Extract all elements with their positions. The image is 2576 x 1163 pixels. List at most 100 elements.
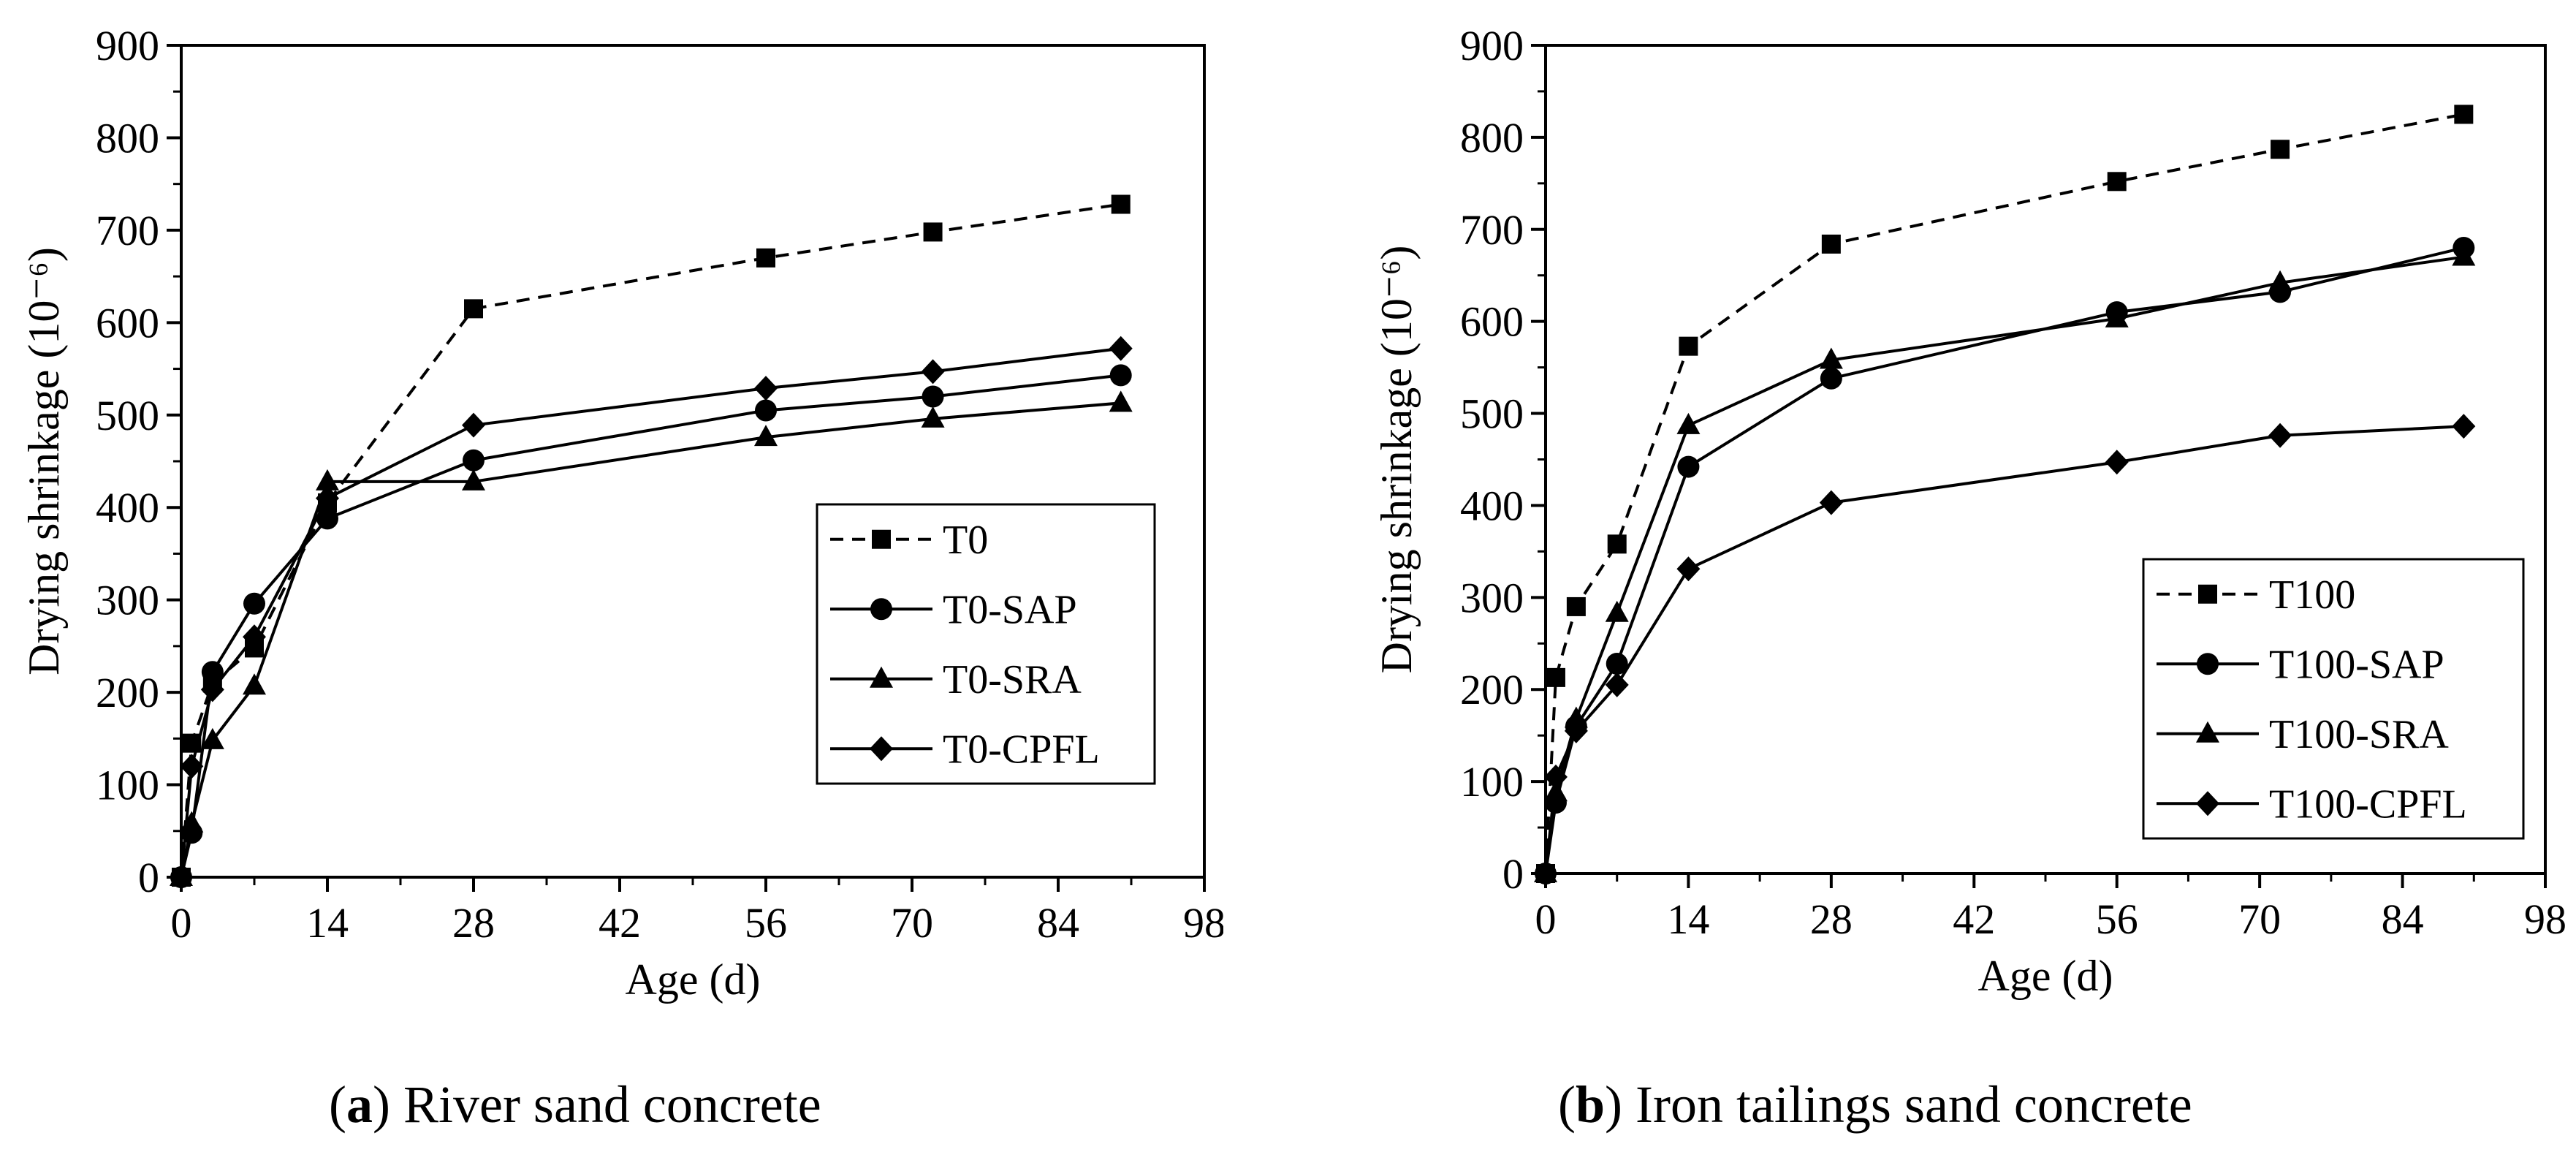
caption-b-letter: b	[1575, 1075, 1606, 1134]
chart-a-data-point	[243, 592, 265, 615]
chart-b-y-tick-label: 400	[1460, 482, 1524, 529]
chart-b-series-t100	[1536, 105, 2474, 883]
chart-b-legend-frame	[2142, 558, 2525, 840]
chart-b-data-point	[2105, 450, 2129, 475]
chart-a-y-tick-label: 100	[96, 762, 159, 809]
caption-a-letter: a	[346, 1075, 373, 1134]
chart-a-x-tick-label: 28	[452, 899, 495, 947]
chart-a-data-point	[754, 376, 778, 401]
chart-b-x-axis-label: Age (d)	[1978, 952, 2113, 1000]
chart-b-data-point	[1564, 718, 1588, 743]
caption-a: (a) River sand concrete	[329, 1075, 821, 1134]
chart-b-data-point	[1679, 336, 1698, 356]
chart-a-data-point	[755, 399, 777, 422]
chart-a-legend-marker	[870, 736, 893, 762]
chart-a-data-point	[462, 412, 485, 438]
chart-b-y-tick-label: 300	[1460, 574, 1524, 621]
chart-a-data-point	[201, 661, 224, 683]
chart-a-series-t0-cpfl	[170, 336, 1133, 890]
chart-b-x-tick-label: 28	[1810, 895, 1853, 943]
chart-b-legend-marker	[2197, 653, 2219, 675]
chart-b-data-point	[1607, 534, 1627, 554]
chart-b-data-point	[1606, 652, 1628, 675]
chart-a-data-point	[1109, 336, 1133, 361]
chart-a-legend-marker	[870, 666, 893, 688]
chart-b-y-tick-label: 900	[1460, 22, 1524, 69]
chart-b-data-point	[1821, 234, 1841, 254]
chart-b-legend-label: T100	[2269, 572, 2355, 618]
chart-b-x-tick-label: 56	[2096, 895, 2138, 943]
chart-b-data-point	[1566, 596, 1586, 616]
chart-a-legend-label: T0-CPFL	[943, 727, 1100, 772]
chart-b-y-tick-label: 700	[1460, 206, 1524, 254]
chart-a-data-point	[180, 811, 204, 833]
chart-b-x-tick-label: 0	[1535, 895, 1557, 943]
chart-b-x-axis: 0 14 28 42 56 70 84 98	[1535, 874, 2566, 943]
chart-a-y-tick-label: 0	[138, 854, 159, 901]
caption-a-text: ) River sand concrete	[372, 1075, 821, 1134]
chart-a-data-point	[316, 507, 338, 530]
chart-b-y-tick-label: 200	[1460, 666, 1524, 713]
chart-a-legend: T0 T0-SAP T0-SRA T0-CPFL	[816, 503, 1156, 785]
chart-a-data-point	[1109, 364, 1132, 387]
chart-b-data-point	[1543, 764, 1568, 789]
chart-b-legend-marker	[2196, 791, 2219, 817]
chart-b-data-point	[1819, 490, 1843, 515]
chart-a-y-tick-label: 500	[96, 392, 159, 439]
chart-a-data-point	[316, 485, 339, 511]
chart-b-series-t100-cpfl	[1534, 414, 2476, 886]
chart-b-legend: T100 T100-SAP T100-SRA T100-CPFL	[2142, 558, 2525, 840]
chart-b-legend-marker	[2196, 721, 2219, 743]
chart-a-legend-marker	[872, 529, 891, 549]
chart-b-legend-label: T100-SRA	[2269, 712, 2449, 757]
chart-a-x-tick-label: 14	[306, 899, 349, 947]
chart-b-x-tick-label: 42	[1953, 895, 1995, 943]
chart-b-data-point	[2452, 244, 2476, 266]
chart-a-data-point	[462, 469, 485, 490]
chart-a-data-point	[243, 673, 266, 695]
chart-b-data-point	[2454, 105, 2474, 124]
chart-a-y-axis: 0 100 200 300 400 500 600 700 800 900	[96, 22, 181, 901]
chart-a-x-tick-label: 70	[891, 899, 933, 947]
chart-b-y-tick-label: 100	[1460, 758, 1524, 806]
chart-b-y-tick-label: 800	[1460, 114, 1524, 162]
chart-a-data-point	[180, 754, 204, 779]
chart-a-x-tick-label: 84	[1037, 899, 1079, 947]
chart-a-data-point	[754, 425, 778, 447]
chart-a-legend-label: T0-SAP	[943, 587, 1077, 632]
chart-a-y-axis-label: Drying shrinkage (10⁻⁶)	[20, 247, 68, 675]
chart-b-y-tick-label: 600	[1460, 298, 1524, 346]
chart-a-x-axis: 0 14 28 42 56 70 84 98	[171, 877, 1223, 947]
chart-a-data-point	[921, 359, 945, 384]
chart-a-y-tick-label: 600	[96, 299, 159, 346]
chart-a-x-axis-label: Age (d)	[626, 955, 761, 1004]
chart-a-data-point	[170, 865, 193, 890]
caption-b: (b) Iron tailings sand concrete	[1558, 1075, 2192, 1134]
chart-b-x-tick-label: 84	[2382, 895, 2424, 943]
chart-a-legend-label: T0-SRA	[943, 657, 1082, 702]
chart-b-x-tick-label: 14	[1667, 895, 1709, 943]
chart-a-legend-frame	[816, 503, 1156, 785]
chart-river-sand: 0 14 28 42 56 70 84 98 0 100 200 300 400 500 600 700 800…	[20, 22, 1223, 1004]
chart-b-data-point	[2271, 140, 2290, 159]
chart-a-data-point	[1109, 390, 1133, 412]
chart-a-y-tick-label: 400	[96, 484, 159, 531]
chart-a-data-point	[923, 222, 943, 242]
chart-a-y-tick-label: 800	[96, 114, 159, 162]
chart-b-legend-label: T100-CPFL	[2269, 781, 2467, 827]
chart-b-y-tick-label: 500	[1460, 390, 1524, 438]
chart-b-data-point	[2268, 423, 2292, 448]
chart-b-data-point	[1534, 861, 1557, 886]
chart-b-data-point	[1819, 347, 1843, 369]
chart-b-y-tick-label: 0	[1502, 850, 1524, 898]
chart-a-data-point	[463, 449, 485, 471]
chart-b-y-axis-label: Drying shrinkage (10⁻⁶)	[1372, 246, 1421, 674]
chart-b-data-point	[1546, 667, 1565, 687]
chart-b-x-tick-label: 98	[2524, 895, 2566, 943]
chart-b-data-point	[2105, 306, 2129, 327]
chart-iron-tailings-sand: 0 14 28 42 56 70 84 98 0 100 200 300 400 500 600 700 800…	[1372, 22, 2566, 1000]
chart-a-series-t0-sra	[170, 390, 1133, 886]
chart-a-data-point	[316, 469, 339, 490]
chart-a-data-point	[756, 248, 775, 268]
chart-a-data-point	[243, 624, 266, 650]
